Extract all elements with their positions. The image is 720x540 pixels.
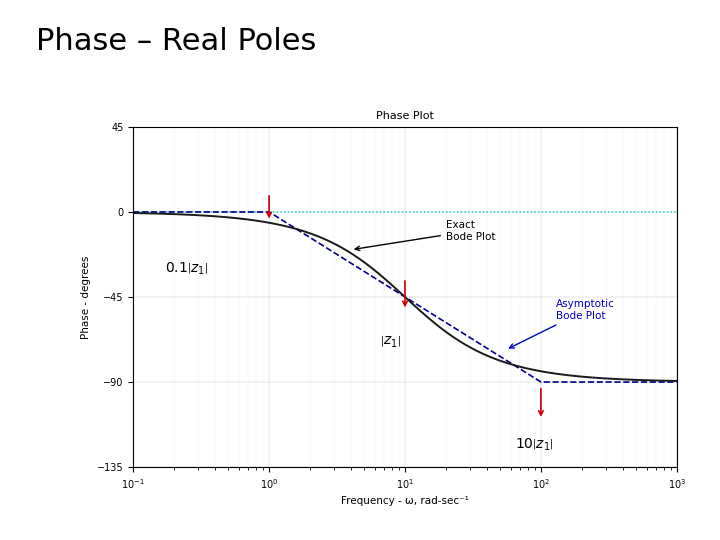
Text: $0.1\left|z_1\right|$: $0.1\left|z_1\right|$ (164, 260, 207, 277)
Text: $10\left|z_1\right|$: $10\left|z_1\right|$ (516, 436, 554, 453)
Text: Phase – Real Poles: Phase – Real Poles (36, 27, 316, 56)
X-axis label: Frequency - ω, rad-sec⁻¹: Frequency - ω, rad-sec⁻¹ (341, 496, 469, 506)
Title: Phase Plot: Phase Plot (376, 111, 434, 120)
Text: Exact
Bode Plot: Exact Bode Plot (355, 220, 495, 251)
Text: Asymptotic
Bode Plot: Asymptotic Bode Plot (510, 299, 616, 348)
Y-axis label: Phase - degrees: Phase - degrees (81, 255, 91, 339)
Text: $\left|z_1\right|$: $\left|z_1\right|$ (379, 334, 401, 349)
